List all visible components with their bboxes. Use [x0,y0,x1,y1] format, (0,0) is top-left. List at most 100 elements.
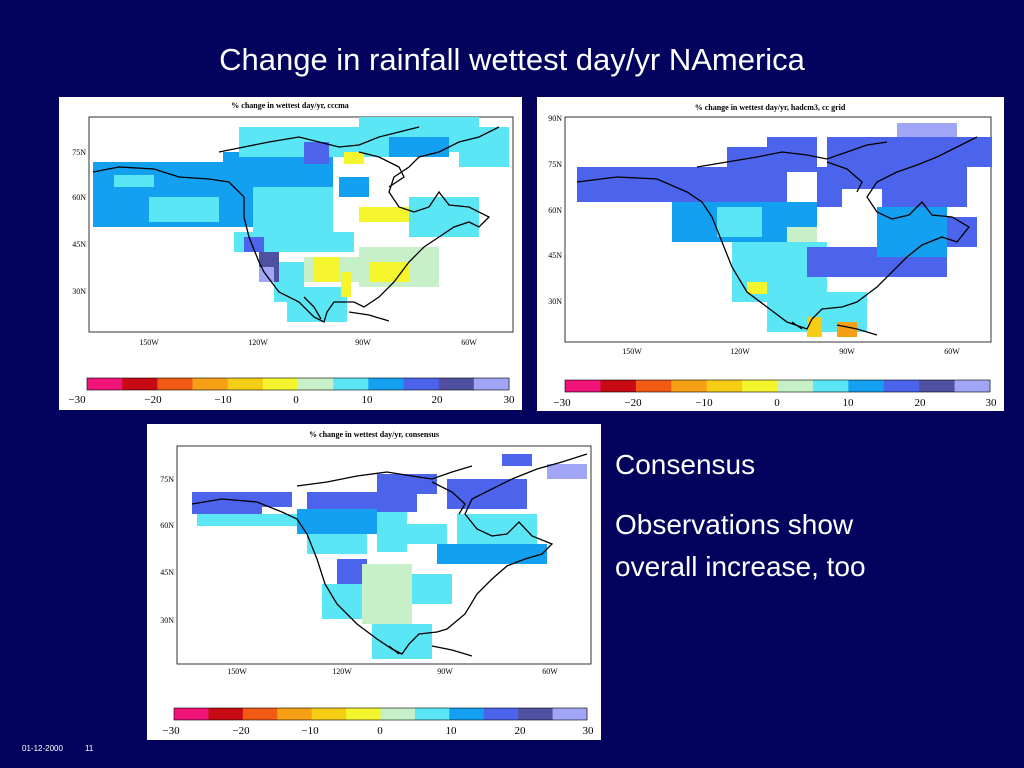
lon-label: 90W [839,347,855,356]
colorbar-label: −20 [144,394,162,406]
slide-title: Change in rainfall wettest day/yr NAmeri… [219,42,805,77]
colorbar-swatch [87,378,123,390]
colorbar-swatch [403,378,440,390]
colorbar-swatch [706,380,743,392]
colorbar-label: −10 [695,397,713,409]
colorbar-swatch [380,708,416,720]
colorbar-label: −30 [553,397,571,409]
colorbar [564,379,991,393]
colorbar-label: 20 [432,394,444,406]
colorbar-swatch [333,378,369,390]
lon-label: 120W [730,347,750,356]
coastlines [576,136,978,336]
colorbar-swatch [518,708,554,720]
colorbar-swatch [192,378,229,390]
colorbar-swatch [812,380,849,392]
colorbar-swatch [635,380,672,392]
side-line-2: overall increase, too [615,551,866,582]
lon-labels: 150W 120W 90W 60W [139,338,477,347]
colorbar-label: −10 [301,725,319,737]
colorbar-swatch [848,380,885,392]
colorbar-label: 20 [515,725,527,737]
map-consensus: % change in wettest day/yr, consensus [160,430,594,737]
lon-label: 90W [355,338,371,347]
colorbar-swatch [473,378,510,390]
lon-labels: 150W 120W 90W 60W [622,347,960,356]
footer-date: 01-12-2000 [22,744,63,753]
map-caption: % change in wettest day/yr, hadcm3, cc g… [695,103,846,112]
side-line-1: Observations show [615,509,854,540]
colorbar-swatch [483,708,519,720]
colorbar-swatch [277,708,313,720]
lat-labels: 75N 60N 45N 30N [72,148,86,296]
lat-label: 45N [72,240,86,249]
gridded-data [93,117,509,322]
colorbar-swatch [438,378,475,390]
gridded-data [577,123,992,337]
colorbar-swatch [883,380,920,392]
colorbar-swatch [242,708,278,720]
map-caption: % change in wettest day/yr, cccma [231,101,348,110]
colorbar-label: −20 [232,725,250,737]
colorbar-swatch [174,708,209,720]
lat-label: 75N [72,148,86,157]
colorbar-label: −30 [162,725,180,737]
colorbar-swatch [262,378,299,390]
colorbar-outline [173,707,588,721]
lon-label: 60W [944,347,960,356]
colorbar-labels: −30 −20 −10 0 10 20 30 [162,725,594,737]
lat-label: 60N [160,521,174,530]
colorbar-swatch [122,378,158,390]
colorbar-label: 30 [986,397,998,409]
colorbar-label: 0 [377,725,383,737]
colorbar-swatch [346,708,381,720]
colorbar [173,707,588,721]
colorbar-swatch [157,378,193,390]
coastlines [191,453,588,657]
lon-label: 120W [332,667,352,676]
lat-labels: 90N 75N 60N 45N 30N [548,114,562,306]
lon-label: 60W [461,338,477,347]
lon-label: 150W [622,347,642,356]
colorbar-swatch [368,378,404,390]
colorbar-swatch [600,380,637,392]
colorbar-label: 10 [843,397,855,409]
lat-label: 30N [72,287,86,296]
colorbar-label: −30 [68,394,86,406]
side-heading: Consensus [615,449,756,480]
lon-label: 150W [227,667,247,676]
lat-label: 45N [548,251,562,260]
lat-label: 60N [72,193,86,202]
colorbar-swatch [954,380,991,392]
colorbar-swatch [742,380,778,392]
lon-label: 90W [437,667,453,676]
colorbar-outline [86,377,510,391]
colorbar-label: 30 [583,725,595,737]
colorbar-swatch [208,708,244,720]
colorbar-swatch [671,380,708,392]
map-panel-hadcm3: % change in wettest day/yr, hadcm3, cc g… [537,97,1004,411]
lat-label: 60N [548,206,562,215]
colorbar-swatch [227,378,264,390]
colorbar-label: 10 [362,394,374,406]
colorbar-swatch [777,380,814,392]
map-panel-consensus: % change in wettest day/yr, consensus [147,424,601,740]
lat-label: 90N [548,114,562,123]
lat-label: 45N [160,568,174,577]
colorbar [86,377,510,391]
colorbar-swatch [552,708,588,720]
colorbar-swatch [449,708,485,720]
lon-label: 120W [248,338,268,347]
colorbar-swatch [298,378,334,390]
map-caption: % change in wettest day/yr, consensus [309,430,439,439]
map-panel-cccma: % change in wettest day/yr, cccma [59,97,522,410]
lon-label: 150W [139,338,159,347]
colorbar-swatch [414,708,450,720]
colorbar-label: 30 [504,394,516,406]
lon-labels: 150W 120W 90W 60W [227,667,558,676]
colorbar-swatch [919,380,956,392]
lat-label: 30N [548,297,562,306]
side-text: Consensus Observations show overall incr… [615,446,866,586]
lat-label: 75N [160,475,174,484]
colorbar-label: −20 [624,397,642,409]
